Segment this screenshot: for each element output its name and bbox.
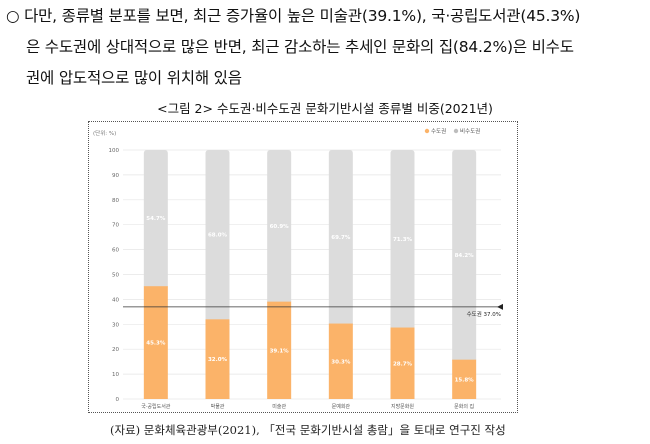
- category-label: 국·공립도서관: [141, 403, 171, 410]
- y-tick-label: 30: [112, 322, 119, 328]
- data-label-capital: 32.0%: [208, 357, 228, 363]
- y-tick-label: 90: [112, 173, 119, 179]
- chart-legend: 수도권 비수도권: [424, 127, 480, 135]
- bar-noncapital: [390, 150, 415, 331]
- paragraph-line-3: 권에 압도적으로 많이 위치해 있음: [26, 69, 242, 87]
- figure-frame: 0 10 20 30 40 50 60 70 80 90 100 54.7% 45.3% 국·공립도서관 6…: [88, 121, 518, 413]
- bar-capital: [328, 323, 353, 399]
- data-label-capital: 15.8%: [455, 377, 475, 383]
- data-label-noncapital: 69.7%: [331, 235, 351, 241]
- y-tick-label: 20: [112, 347, 119, 353]
- bar-noncapital: [328, 150, 353, 327]
- bar-noncapital: [205, 150, 230, 323]
- data-label-noncapital: 60.9%: [270, 224, 290, 230]
- stacked-bar-chart: 0 10 20 30 40 50 60 70 80 90 100 54.7% 45.3% 국·공립도서관 6…: [93, 127, 503, 410]
- y-tick-label: 70: [112, 223, 119, 229]
- y-tick-label: 0: [116, 397, 120, 403]
- data-label-capital: 30.3%: [331, 359, 351, 365]
- y-tick-label: 100: [109, 148, 120, 154]
- source-note: (자료) 문화체육관광부(2021), 「전국 문화기반시설 총람」을 토대로 …: [110, 423, 506, 437]
- data-label-noncapital: 68.0%: [208, 233, 228, 239]
- bar-capital: [143, 286, 168, 399]
- unit-label: (단위: %): [93, 129, 116, 137]
- y-tick-label: 60: [112, 248, 119, 254]
- bar-noncapital: [452, 150, 477, 363]
- category-label: 미술관: [272, 403, 286, 410]
- figure-caption: <그림 2> 수도권·비수도권 문화기반시설 종류별 비중(2021년): [157, 101, 493, 116]
- legend-label-noncapital: 비수도권: [460, 127, 480, 135]
- category-label: 지방문화원: [391, 403, 414, 410]
- bullet: ○: [6, 7, 20, 25]
- bar-capital: [205, 319, 230, 399]
- data-label-capital: 28.7%: [393, 361, 413, 367]
- data-label-noncapital: 71.3%: [393, 237, 413, 243]
- legend-swatch-capital: [424, 128, 430, 134]
- paragraph-line-1: 다만, 종류별 분포를 보면, 최근 증가율이 높은 미술관(39.1%), 국…: [24, 7, 581, 25]
- reference-arrow-icon: [497, 303, 503, 310]
- data-label-noncapital: 54.7%: [146, 216, 166, 222]
- data-label-capital: 39.1%: [270, 348, 290, 354]
- data-label-noncapital: 84.2%: [455, 253, 475, 259]
- bar-noncapital: [143, 150, 168, 290]
- category-label: 문예회관: [332, 403, 351, 410]
- paragraph-line-2: 은 수도권에 상대적으로 많은 반면, 최근 감소하는 추세인 문화의 집(84…: [26, 38, 574, 56]
- reference-line-label: 수도권 37.0%: [467, 310, 501, 318]
- category-label: 문화의 집: [454, 403, 474, 410]
- data-label-capital: 45.3%: [146, 341, 166, 347]
- y-tick-label: 40: [112, 297, 119, 303]
- bar-capital: [452, 359, 477, 399]
- y-tick-label: 80: [112, 198, 119, 204]
- bar-capital: [390, 327, 415, 399]
- legend-label-capital: 수도권: [431, 127, 446, 135]
- legend-swatch-noncapital: [453, 128, 459, 134]
- category-label: 박물관: [211, 403, 225, 410]
- bar-noncapital: [267, 150, 292, 305]
- y-tick-label: 50: [112, 273, 119, 279]
- bar-capital: [267, 301, 292, 399]
- y-tick-label: 10: [112, 372, 119, 378]
